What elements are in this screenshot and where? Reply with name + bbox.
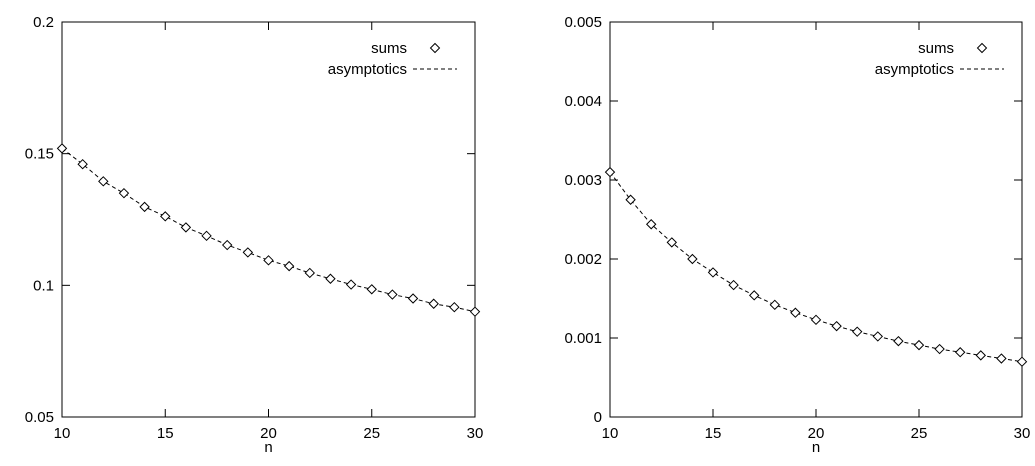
series-sums-point (975, 350, 987, 361)
x-tick-label: 15 (157, 425, 174, 442)
series-sums-point (893, 335, 904, 347)
x-axis-label: n (264, 439, 272, 456)
series-sums-point (77, 158, 88, 170)
y-tick-label: 0.004 (564, 93, 602, 110)
legend-marker-sums (429, 42, 441, 54)
series-sums-point (645, 219, 657, 230)
series-sums-point (707, 267, 719, 278)
legend-marker-sums (976, 42, 988, 54)
series-asymptotics-line (61, 148, 476, 313)
series-sums-point (954, 347, 966, 358)
series-sums-point (283, 260, 295, 272)
x-tick-label: 25 (911, 425, 928, 442)
series-sums-point (913, 339, 925, 351)
left-chart: 10 15 20 25 30 0.05 0.1 0.15 0.2 n sums asymptotics (25, 14, 484, 456)
series-sums-point (934, 343, 945, 355)
y-tick-label: 0.005 (564, 14, 602, 31)
series-sums-point (180, 222, 192, 233)
x-tick-label: 10 (602, 425, 619, 442)
x-axis-label: n (812, 439, 820, 456)
y-tick-label: 0.15 (25, 146, 54, 163)
series-sums-point (428, 298, 439, 309)
series-sums-point (201, 230, 212, 242)
series-sums-point (366, 284, 377, 295)
series-sums-point (728, 279, 739, 291)
series-sums-point (831, 320, 842, 332)
legend-label-sums: sums (918, 40, 954, 57)
x-tick-label: 25 (363, 425, 380, 442)
series-sums-point (263, 255, 274, 266)
series-sums-point (666, 237, 678, 248)
plot-frame (61, 21, 476, 418)
series-sums-point (687, 253, 698, 265)
series-sums-point (387, 289, 398, 300)
series-sums-point (325, 273, 336, 284)
x-tick-label: 20 (260, 425, 277, 442)
plot-frame (609, 21, 1023, 418)
x-tick-label: 20 (808, 425, 825, 442)
y-tick-label: 0.05 (25, 409, 54, 426)
series-sums-point (407, 293, 419, 304)
y-tick-label: 0.003 (564, 172, 602, 189)
y-tick-label: 0.002 (564, 251, 602, 268)
series-sums-point (221, 239, 233, 251)
series-sums-point (449, 301, 460, 313)
series-sums-point (345, 279, 357, 290)
series-sums-point (810, 314, 822, 326)
y-tick-label: 0.001 (564, 330, 602, 347)
x-tick-label: 30 (467, 425, 484, 442)
series-sums-point (56, 143, 68, 154)
series-sums-point (872, 331, 884, 342)
series-sums-point (790, 307, 801, 318)
series-sums-point (98, 176, 109, 187)
series-sums-point (242, 247, 254, 258)
legend-label-sums: sums (371, 40, 407, 57)
y-tick-label: 0.1 (33, 277, 54, 294)
series-sums-point (139, 201, 150, 213)
series-sums-point (160, 211, 171, 222)
y-tick-label: 0.2 (33, 14, 54, 31)
series-sums-point (625, 194, 636, 205)
series-sums-point (304, 267, 316, 279)
y-tick-label: 0 (594, 409, 602, 426)
x-tick-label: 30 (1014, 425, 1031, 442)
series-sums-point (769, 299, 781, 311)
series-sums-point (996, 353, 1007, 364)
x-tick-label: 15 (705, 425, 722, 442)
series-sums-point (851, 326, 863, 337)
series-sums-point (118, 187, 130, 199)
legend-label-asymptotics: asymptotics (328, 61, 407, 78)
series-asymptotics-line (609, 171, 1023, 363)
series-sums-point (604, 166, 616, 178)
series-sums-point (1016, 356, 1028, 367)
legend-label-asymptotics: asymptotics (875, 61, 954, 78)
right-chart: 10 15 20 25 30 0 0.001 0.002 0.003 0.004 0.005 n sum… (564, 14, 1030, 456)
series-sums-point (469, 306, 481, 317)
x-tick-label: 10 (54, 425, 71, 442)
series-sums-point (748, 290, 760, 301)
